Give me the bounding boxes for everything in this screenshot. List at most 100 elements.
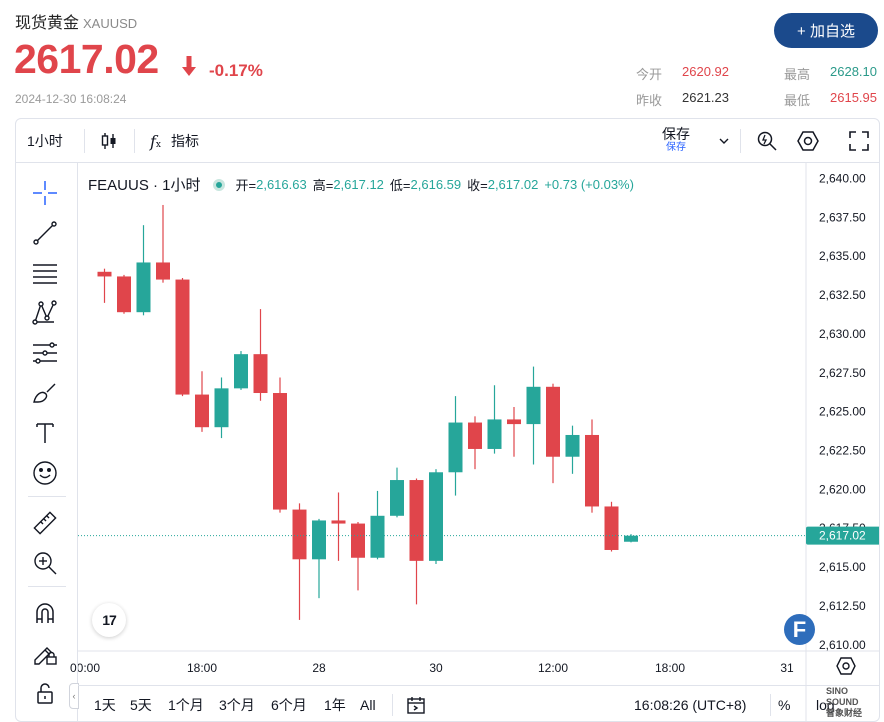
candle-body — [604, 506, 619, 550]
trend-line-icon[interactable] — [31, 219, 59, 247]
candle-body — [351, 523, 365, 558]
instrument-code: XAUUSD — [83, 16, 138, 31]
range-5d-button[interactable]: 5天 — [130, 697, 152, 713]
candle-body — [214, 388, 229, 428]
chart-toolbar: 1小时 fx 指标 保存 保存 — [16, 119, 879, 163]
price-change: -0.17% — [209, 61, 263, 80]
quick-search-icon[interactable] — [756, 119, 778, 163]
stat-prev-close: 昨收 2621.23 — [636, 90, 729, 108]
instrument-name: 现货黄金 XAUUSD — [15, 15, 138, 32]
log-toggle[interactable]: log — [816, 697, 835, 713]
pattern-icon[interactable] — [31, 299, 59, 327]
candle-body — [487, 419, 502, 449]
legend-high: 2,617.12 — [333, 177, 384, 192]
y-tick-label: 2,610.00 — [819, 638, 866, 652]
chevron-down-icon[interactable] — [718, 119, 730, 163]
fullscreen-icon[interactable] — [849, 119, 869, 163]
y-tick-label: 2,627.50 — [819, 366, 866, 380]
candle-body — [546, 386, 560, 457]
percent-toggle[interactable]: % — [778, 697, 791, 713]
lock-draw-icon[interactable] — [31, 639, 59, 667]
x-tick-label: 28 — [312, 661, 326, 675]
y-tick-label: 2,635.00 — [819, 249, 866, 263]
candle-body — [97, 271, 112, 277]
arrow-down-icon — [182, 56, 196, 76]
horizontal-lines-icon[interactable] — [31, 259, 59, 287]
range-6m-button[interactable]: 6个月 — [271, 697, 307, 713]
legend-close: 2,617.02 — [487, 177, 539, 192]
range-bar: 1天 5天 1个月 3个月 6个月 1年 All 16:08:26 (UTC+8… — [78, 685, 879, 721]
y-tick-label: 2,640.00 — [819, 172, 866, 186]
candle-body — [331, 520, 346, 524]
lock-icon[interactable] — [31, 679, 59, 707]
drawing-toolbar: ‹ — [16, 163, 79, 721]
fib-icon[interactable] — [31, 339, 59, 367]
candle-body — [429, 472, 443, 561]
range-3m-button[interactable]: 3个月 — [219, 697, 255, 713]
date-range-icon[interactable] — [406, 686, 426, 721]
collapse-toolbar-button[interactable]: ‹ — [69, 683, 79, 709]
text-icon[interactable] — [31, 419, 59, 447]
candle-body — [234, 354, 248, 389]
y-tick-label: 2,630.00 — [819, 327, 866, 341]
add-watchlist-button[interactable]: + 加自选 — [774, 13, 878, 48]
candle-body — [585, 434, 599, 507]
quote-header: 现货黄金 XAUUSD 2617.02 -0.17% 2024-12-30 16:… — [0, 0, 884, 112]
x-tick-label: 18:00 — [655, 661, 685, 675]
f-badge-icon: F — [784, 614, 815, 645]
candle-body — [156, 262, 170, 280]
candle-body — [624, 535, 638, 542]
x-tick-label: 18:00 — [187, 661, 217, 675]
candle-body — [409, 480, 424, 561]
candle-body — [565, 434, 580, 457]
stat-open: 今开 2620.92 — [636, 64, 729, 82]
legend-open: 2,616.63 — [256, 177, 307, 192]
save-button[interactable]: 保存 保存 — [662, 126, 690, 153]
tradingview-logo[interactable]: 17 — [92, 603, 126, 637]
x-tick-label: 31 — [780, 661, 794, 675]
range-all-button[interactable]: All — [360, 697, 376, 713]
last-price-tag — [806, 526, 879, 545]
legend-symbol[interactable]: FEAUUS · 1小时 — [88, 177, 201, 194]
magnet-icon[interactable] — [31, 599, 59, 627]
interval-button[interactable]: 1小时 — [27, 133, 63, 149]
candle-body — [253, 354, 268, 394]
chart-legend: FEAUUS · 1小时 开= 2,616.63 高= 2,617.12 低= 2,6… — [88, 174, 640, 195]
range-1m-button[interactable]: 1个月 — [168, 697, 204, 713]
price-chart[interactable]: 2,640.00 2,637.50 2,635.00 2,632.50 2,630.00… — [16, 119, 880, 722]
candle-body — [292, 509, 307, 560]
stat-high: 最高 2628.10 — [784, 64, 877, 82]
candles-icon[interactable] — [100, 119, 118, 163]
legend-change: +0.73 (+0.03%) — [544, 177, 634, 192]
indicators-button[interactable]: fx 指标 — [150, 131, 199, 151]
clock-readout[interactable]: 16:08:26 (UTC+8) — [634, 697, 747, 713]
range-1d-button[interactable]: 1天 — [94, 697, 116, 713]
candle-body — [273, 393, 287, 510]
y-tick-label: 2,620.00 — [819, 482, 866, 496]
settings-icon[interactable] — [797, 119, 819, 163]
range-1y-button[interactable]: 1年 — [324, 697, 346, 713]
quote-timestamp: 2024-12-30 16:08:24 — [15, 92, 127, 106]
crosshair-icon[interactable] — [31, 179, 59, 207]
last-price: 2617.02 — [14, 36, 159, 82]
brush-icon[interactable] — [31, 379, 59, 407]
last-price-label: 2,617.02 — [819, 529, 866, 543]
y-tick-label: 2,637.50 — [819, 210, 866, 224]
candle-body — [526, 386, 541, 425]
emoji-icon[interactable] — [31, 459, 59, 487]
zoom-in-icon[interactable] — [31, 549, 59, 577]
market-open-icon — [212, 178, 225, 191]
ruler-icon[interactable] — [31, 509, 59, 537]
candle-body — [448, 422, 463, 473]
y-tick-label: 2,615.00 — [819, 560, 866, 574]
y-tick-label: 2,632.50 — [819, 288, 866, 302]
legend-low: 2,616.59 — [410, 177, 462, 192]
y-tick-label: 2,612.50 — [819, 599, 866, 613]
watermark-logo: SINO SOUND 智象财经 — [826, 686, 863, 718]
stat-low: 最低 2615.95 — [784, 90, 877, 108]
y-tick-label: 2,625.00 — [819, 405, 866, 419]
chart-widget: 2,640.00 2,637.50 2,635.00 2,632.50 2,630.00… — [15, 118, 880, 722]
x-tick-label: 12:00 — [538, 661, 568, 675]
scale-settings-icon[interactable] — [832, 653, 860, 679]
candle-body — [390, 480, 404, 516]
